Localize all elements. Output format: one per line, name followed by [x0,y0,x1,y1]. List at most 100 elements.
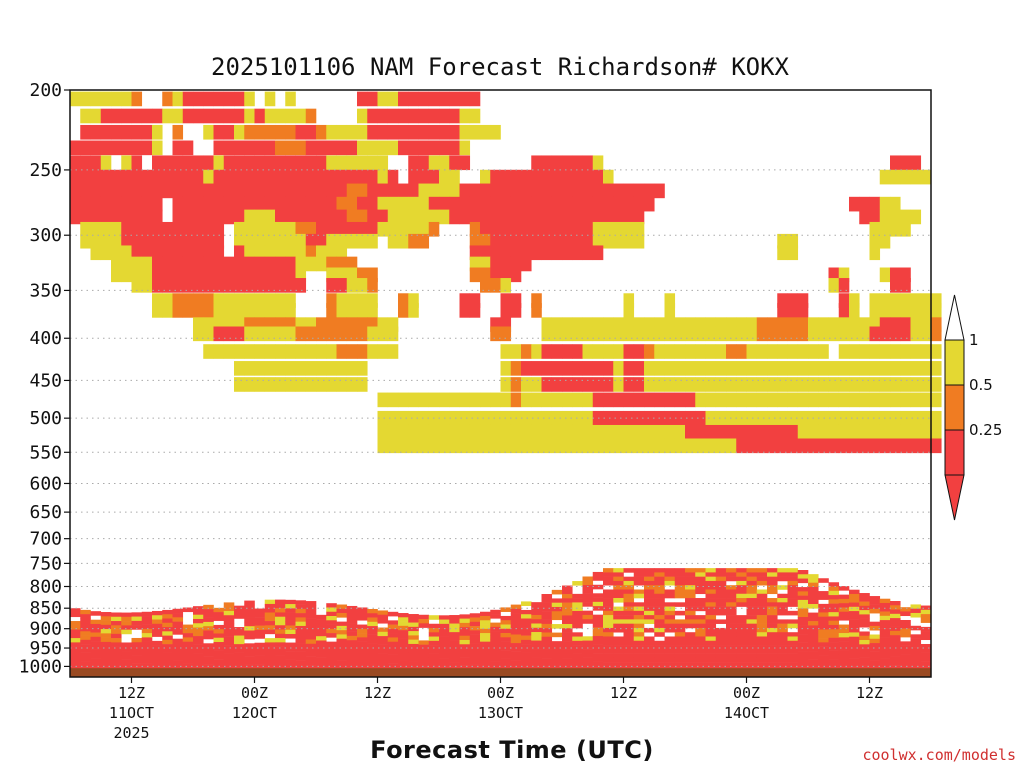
heatmap-cell [193,233,204,249]
boundary-layer-cell [326,616,337,621]
boundary-layer-cell [213,659,225,664]
heatmap-cell [480,267,491,283]
boundary-layer-cell [121,625,132,630]
heatmap-cell [818,326,829,342]
boundary-layer-cell [377,631,389,637]
heatmap-cell [879,169,891,185]
heatmap-cell [746,392,758,408]
heatmap-cell [633,317,645,332]
boundary-layer-cell [80,618,91,624]
boundary-layer-cell [541,662,553,667]
heatmap-cell [931,392,942,408]
heatmap-cell [182,209,194,225]
boundary-layer-cell [726,640,737,646]
boundary-layer-cell [920,618,932,623]
boundary-layer-cell [756,640,768,646]
boundary-layer-cell [879,624,891,629]
boundary-layer-cell [213,624,225,630]
boundary-layer-cell [828,612,840,617]
boundary-layer-cell [490,639,501,645]
heatmap-cell [490,221,501,237]
heatmap-cell [500,245,512,261]
heatmap-cell [398,124,409,140]
boundary-layer-cell [633,662,645,667]
boundary-layer-cell [849,658,860,663]
heatmap-cell [326,256,337,272]
heatmap-cell [879,344,891,359]
boundary-layer-cell [664,619,676,624]
heatmap-cell [316,209,327,225]
boundary-layer-cell [879,611,891,617]
boundary-layer-cell [736,645,747,650]
boundary-layer-cell [70,625,81,630]
heatmap-cell [582,344,594,359]
boundary-layer-cell [459,652,471,658]
heatmap-cell [387,392,399,408]
heatmap-cell [674,424,686,440]
boundary-layer-cell [746,615,758,620]
heatmap-cell [490,256,501,272]
heatmap-cell [623,317,635,332]
boundary-layer-cell [254,634,266,639]
heatmap-cell [767,344,778,359]
boundary-layer-cell [377,636,389,641]
boundary-layer-cell [592,601,604,607]
heatmap-cell [90,169,102,185]
boundary-layer-cell [80,639,91,645]
heatmap-cell [439,424,450,440]
boundary-layer-cell [746,568,758,573]
heatmap-cell [275,124,286,140]
boundary-layer-cell [592,627,604,633]
heatmap-cell [100,155,112,171]
heatmap-cell [500,326,512,342]
heatmap-cell [357,169,368,185]
boundary-layer-cell [254,625,266,631]
heatmap-cell [326,140,337,156]
boundary-layer-cell [726,662,737,667]
heatmap-cell [459,303,471,318]
boundary-layer-cell [644,653,655,659]
boundary-layer-cell [879,615,891,621]
heatmap-cell [900,361,911,376]
boundary-layer-cell [664,589,676,595]
boundary-layer-cell [459,614,471,619]
boundary-layer-cell [828,637,840,643]
heatmap-cell [869,233,881,249]
boundary-layer-cell [808,659,819,665]
boundary-layer-cell [254,659,266,665]
boundary-layer-cell [531,610,542,616]
heatmap-cell [70,183,81,199]
heatmap-cell [367,169,378,185]
heatmap-cell [480,424,491,440]
heatmap-cell [849,377,860,392]
heatmap-cell [531,410,542,426]
boundary-layer-cell [736,632,747,637]
heatmap-cell [121,183,132,199]
heatmap-cell [572,233,583,249]
boundary-layer-cell [295,617,307,622]
boundary-layer-cell [613,615,624,620]
boundary-layer-cell [172,617,184,622]
heatmap-cell [244,317,255,332]
heatmap-cell [572,221,583,237]
heatmap-cell [418,410,430,426]
boundary-layer-cell [469,664,481,670]
heatmap-cell [500,233,512,249]
boundary-layer-cell [193,610,204,616]
boundary-layer-cell [141,650,153,655]
x-tick-label: 11OCT [109,704,154,722]
heatmap-cell [275,245,286,261]
heatmap-cell [469,124,481,140]
boundary-layer-cell [100,659,112,664]
heatmap-cell [387,196,399,212]
boundary-layer-cell [254,629,266,635]
heatmap-cell [234,303,245,318]
boundary-layer-cell [828,599,840,604]
boundary-layer-cell [767,627,778,633]
boundary-layer-cell [469,630,481,635]
boundary-layer-cell [428,623,440,629]
boundary-layer-cell [695,598,706,603]
heatmap-cell [705,317,717,332]
heatmap-cell [377,108,389,124]
heatmap-cell [920,377,932,392]
